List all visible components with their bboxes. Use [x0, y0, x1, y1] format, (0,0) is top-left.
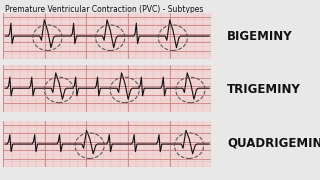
Text: Premature Ventricular Contraction (PVC) - Subtypes: Premature Ventricular Contraction (PVC) …: [5, 4, 203, 14]
Text: BIGEMINY: BIGEMINY: [227, 30, 293, 43]
Text: QUADRIGEMINY: QUADRIGEMINY: [227, 137, 320, 150]
Text: TRIGEMINY: TRIGEMINY: [227, 83, 301, 96]
